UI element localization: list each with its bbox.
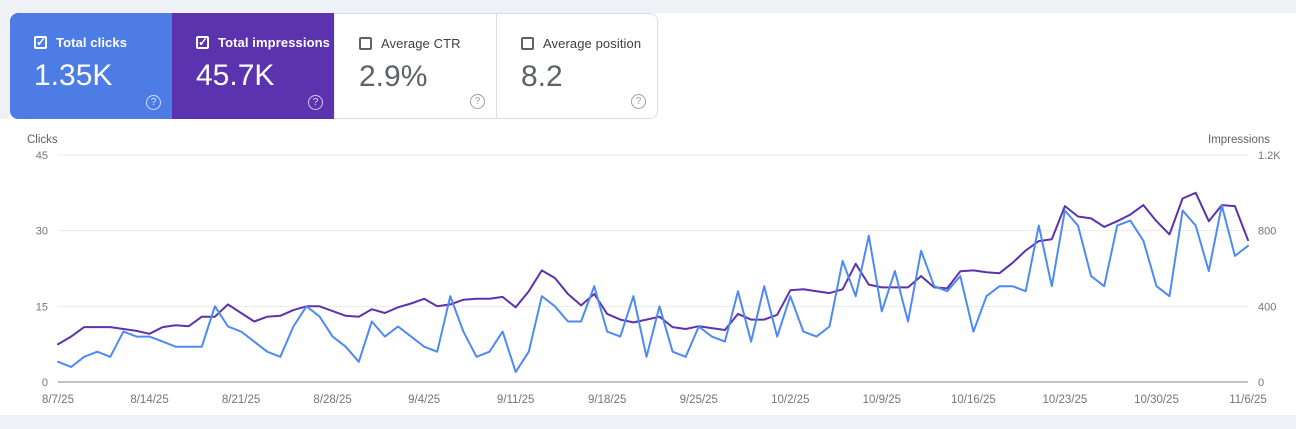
average-position-checkbox-icon[interactable] (521, 37, 534, 50)
average-position-value: 8.2 (521, 60, 563, 93)
impressions-line[interactable] (57, 191, 1249, 346)
metric-cards-row: Total clicks 1.35K ? Total impressions 4… (10, 13, 658, 119)
x-axis-tick-label: 11/6/25 (1229, 394, 1267, 406)
x-axis-tick-label: 10/23/25 (1043, 394, 1088, 406)
average-ctr-value: 2.9% (359, 60, 428, 93)
clicks-line[interactable] (57, 204, 1249, 373)
metric-card-label: Total impressions (218, 35, 330, 50)
metric-card-label: Average CTR (381, 36, 461, 51)
x-axis-tick-label: 10/30/25 (1134, 394, 1179, 406)
right-axis-tick-label: 800 (1258, 226, 1276, 238)
help-question-icon[interactable]: ? (631, 94, 646, 109)
right-axis-tick-label: 400 (1258, 301, 1276, 313)
x-axis-tick-label: 10/2/25 (771, 394, 809, 406)
help-question-icon[interactable]: ? (146, 95, 161, 110)
left-axis-tick-label: 15 (36, 301, 48, 313)
metric-card-label: Total clicks (56, 35, 128, 50)
help-question-icon[interactable]: ? (308, 95, 323, 110)
left-margin-strip (0, 13, 10, 119)
metric-card-average-position[interactable]: Average position 8.2 ? (496, 13, 658, 119)
x-axis-tick-label: 8/28/25 (313, 394, 351, 406)
help-question-icon[interactable]: ? (470, 94, 485, 109)
left-axis-tick-label: 0 (42, 377, 48, 389)
total-clicks-value: 1.35K (34, 59, 113, 92)
metric-card-total-impressions[interactable]: Total impressions 45.7K ? (172, 13, 334, 119)
performance-time-series-chart[interactable]: 45 30 15 0 1.2K 800 400 0 Clicks Impressions 8/7/2… (0, 130, 1296, 415)
average-ctr-checkbox-icon[interactable] (359, 37, 372, 50)
x-axis-tick-label: 9/25/25 (680, 394, 718, 406)
total-impressions-value: 45.7K (196, 59, 275, 92)
metric-card-label: Average position (543, 36, 642, 51)
x-axis-tick-label: 10/16/25 (951, 394, 996, 406)
bottom-margin-strip (0, 415, 1296, 429)
total-clicks-checkbox-icon[interactable] (34, 35, 47, 49)
x-axis-tick-label: 8/14/25 (130, 394, 168, 406)
total-impressions-checkbox-icon[interactable] (196, 35, 209, 49)
right-axis-title: Impressions (1208, 134, 1270, 146)
metric-card-average-ctr[interactable]: Average CTR 2.9% ? (334, 13, 496, 119)
left-axis-title: Clicks (27, 134, 58, 146)
left-axis-tick-label: 30 (36, 226, 48, 238)
left-axis-tick-label: 45 (36, 150, 48, 162)
clicks-impressions-line-chart[interactable]: 45 30 15 0 1.2K 800 400 0 Clicks Impressions 8/7/2… (0, 130, 1296, 415)
x-axis-tick-label: 8/7/25 (42, 394, 74, 406)
x-axis-tick-label: 8/21/25 (222, 394, 260, 406)
x-axis-tick-label: 9/18/25 (588, 394, 626, 406)
x-axis-tick-label: 10/9/25 (863, 394, 901, 406)
right-axis-tick-label: 0 (1258, 377, 1264, 389)
x-axis-tick-label: 9/4/25 (408, 394, 440, 406)
x-axis-tick-label: 9/11/25 (497, 394, 535, 406)
metric-card-total-clicks[interactable]: Total clicks 1.35K ? (10, 13, 172, 119)
right-axis-tick-label: 1.2K (1258, 150, 1281, 162)
top-margin-strip (0, 0, 1296, 13)
